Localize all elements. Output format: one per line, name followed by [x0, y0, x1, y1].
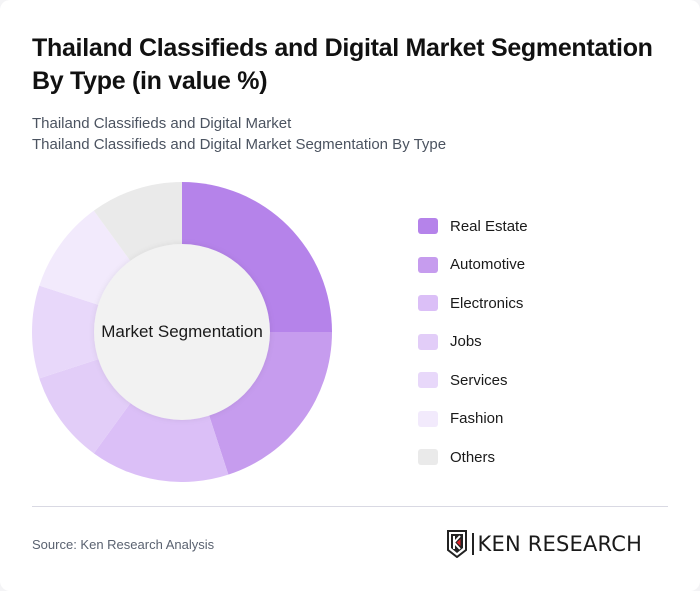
legend-swatch [418, 333, 438, 350]
legend-item-automotive[interactable]: Automotive [418, 246, 528, 285]
source-note: Source: Ken Research Analysis [32, 537, 215, 552]
legend-item-real-estate[interactable]: Real Estate [418, 207, 528, 246]
legend-item-electronics[interactable]: Electronics [418, 284, 528, 323]
donut-svg [32, 182, 332, 482]
logo-text: KEN RESEARCH [477, 532, 643, 556]
legend-swatch [418, 218, 438, 235]
ken-research-k-shield-icon [447, 530, 467, 558]
legend-label: Electronics [450, 294, 524, 312]
chart-title: Thailand Classifieds and Digital Market … [32, 34, 653, 95]
legend-swatch [418, 372, 438, 389]
legend-label: Real Estate [450, 217, 528, 235]
legend-item-jobs[interactable]: Jobs [418, 323, 528, 362]
legend-item-others[interactable]: Others [418, 438, 528, 477]
chart-subtitle: Thailand Classifieds and Digital Market … [32, 113, 672, 155]
donut-chart: Market Segmentation [32, 182, 332, 482]
subtitle-line-1: Thailand Classifieds and Digital Market [32, 115, 292, 132]
legend-label: Automotive [450, 256, 526, 274]
legend-label: Others [450, 448, 496, 466]
legend-swatch [418, 449, 438, 466]
legend-label: Fashion [450, 410, 504, 428]
donut-center-label: Market Segmentation [101, 322, 263, 341]
ken-research-logo: KEN RESEARCH [446, 530, 642, 558]
logo-separator [472, 533, 474, 555]
legend-item-services[interactable]: Services [418, 361, 528, 400]
legend-item-fashion[interactable]: Fashion [418, 400, 528, 439]
footer-divider [32, 506, 668, 507]
legend-label: Jobs [450, 333, 482, 351]
legend-swatch [418, 410, 438, 427]
legend-swatch [418, 256, 438, 273]
subtitle-line-2: Thailand Classifieds and Digital Market … [32, 136, 447, 153]
chart-legend: Real Estate Automotive Electronics Jobs … [418, 207, 528, 477]
legend-swatch [418, 295, 438, 312]
legend-label: Services [450, 371, 508, 389]
donut-hole [94, 244, 270, 420]
